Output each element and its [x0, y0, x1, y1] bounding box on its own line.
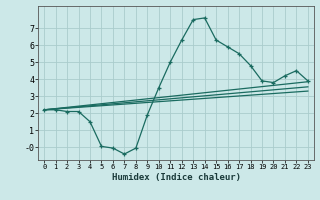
- X-axis label: Humidex (Indice chaleur): Humidex (Indice chaleur): [111, 173, 241, 182]
